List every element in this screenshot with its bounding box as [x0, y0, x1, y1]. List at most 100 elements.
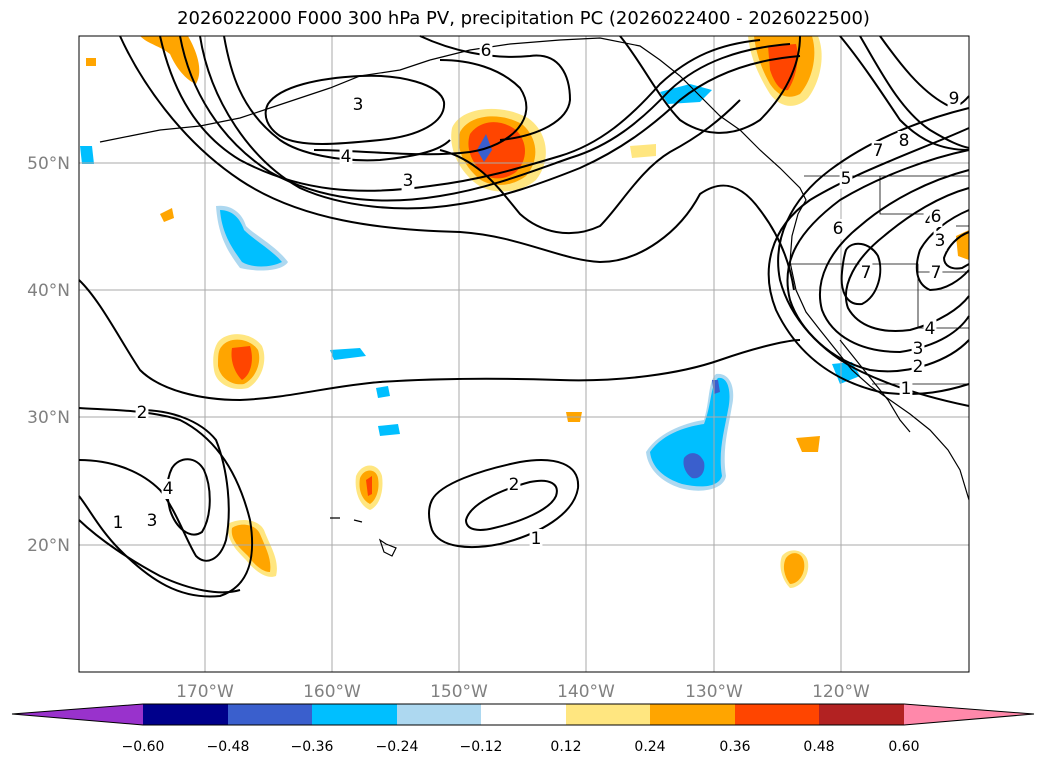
contour-label-bg: [859, 263, 873, 283]
coastline-baja: [839, 339, 911, 433]
colorbar-segment: [143, 704, 228, 725]
contour-label-bg: [929, 263, 943, 283]
colorbar-tick-label: 0.60: [888, 739, 919, 755]
lon-label: 160°W: [303, 682, 361, 702]
pv-contour: [619, 35, 801, 134]
colorbar-segment: [819, 704, 904, 725]
pv-contour: [840, 242, 882, 306]
contour-label-bg: [929, 207, 943, 227]
colorbar-tick-label: 0.48: [803, 739, 834, 755]
precip-negative-patch: [376, 386, 390, 398]
pv-contour: [313, 59, 528, 156]
pv-contour: [119, 35, 795, 291]
contour-label: 1: [901, 379, 912, 399]
colorbar-tick-label: −0.12: [460, 739, 503, 755]
precip-positive-patch: [366, 476, 372, 496]
contour-label: 4: [925, 319, 936, 339]
lat-label: 40°N: [27, 281, 70, 301]
contour-label-bg: [529, 529, 543, 549]
pv-contour: [199, 35, 801, 210]
contour-label-bg: [401, 171, 415, 191]
pv-contour: [942, 231, 970, 270]
lat-label: 50°N: [27, 154, 70, 174]
pv-contour: [78, 409, 230, 562]
colorbar-outline: [11, 703, 1035, 726]
contour-label: 3: [403, 171, 414, 191]
precip-negative-patch: [330, 348, 366, 360]
colorbar-tick-label: −0.36: [291, 739, 334, 755]
colorbar-tick-label: −0.48: [207, 739, 250, 755]
coastline-aleutians: [99, 59, 431, 143]
contour-label-bg: [933, 231, 947, 251]
contour-label-bg: [135, 403, 149, 423]
colorbar-tick-label: −0.24: [376, 739, 419, 755]
precip-negative-patch: [660, 84, 712, 104]
border-states: [790, 263, 969, 329]
contour-label-bg: [339, 147, 353, 167]
colorbar-tick-label: 0.24: [634, 739, 665, 755]
precip-negative-patch: [650, 377, 730, 487]
contour-label: 3: [353, 95, 364, 115]
pv-contour: [78, 279, 801, 402]
lon-label: 120°W: [812, 682, 870, 702]
contour-label: 8: [899, 131, 910, 151]
precip-positive-patch: [231, 346, 252, 380]
contour-label: 3: [147, 511, 158, 531]
colorbar-segment: [566, 704, 650, 725]
lat-labels: 50°N 40°N 30°N 20°N: [27, 154, 70, 556]
contour-label: 2: [137, 403, 148, 423]
pv-contour: [439, 99, 741, 235]
contour-label-bg: [871, 141, 885, 161]
lon-label: 140°W: [557, 682, 615, 702]
contour-label: 7: [873, 141, 884, 161]
lon-label: 150°W: [430, 682, 488, 702]
contour-label: 6: [833, 219, 844, 239]
contour-label: 6: [931, 207, 942, 227]
contour-label-bg: [947, 89, 961, 109]
colorbar: −0.60 −0.48 −0.36 −0.24 −0.12 0.12 0.24 …: [11, 703, 1035, 755]
precip-negative-patch: [378, 424, 400, 436]
contour-label: 2: [509, 475, 520, 495]
pv-contour: [839, 35, 970, 151]
contour-label-bg: [111, 513, 125, 533]
coastline-hawaii: [330, 517, 397, 557]
precip-positive-patch: [160, 208, 174, 222]
contour-label: 7: [931, 263, 942, 283]
contour-labels: 6 3 4 3 2 4 3 1 2 1 9 8 7 6 5 4 3 7 7 6 …: [111, 41, 961, 549]
border-states: [879, 176, 969, 273]
contour-label-bg: [897, 131, 911, 151]
contour-label-bg: [831, 219, 845, 239]
colorbar-tick-label: −0.60: [122, 739, 165, 755]
lon-label: 170°W: [176, 682, 234, 702]
pv-contour: [915, 209, 970, 292]
pv-contours: [78, 35, 970, 598]
lon-label: 130°W: [685, 682, 743, 702]
precip-positive-patch: [630, 144, 656, 158]
pv-contour: [879, 35, 970, 108]
contour-label-bg: [911, 357, 925, 377]
contour-label: 1: [113, 513, 124, 533]
pv-contour: [859, 35, 970, 149]
contour-label: 5: [841, 169, 852, 189]
map-frame: [78, 35, 970, 673]
contour-label: 4: [163, 479, 174, 499]
contour-label: 6: [481, 41, 492, 61]
precip-positive-patch: [86, 58, 96, 66]
contour-label: 9: [949, 89, 960, 109]
precip-positive-patch: [796, 436, 820, 452]
contour-label-bg: [839, 169, 853, 189]
contour-label: 2: [913, 357, 924, 377]
contour-label-bg: [161, 479, 175, 499]
lon-labels: 170°W 160°W 150°W 140°W 130°W 120°W: [176, 682, 870, 702]
pv-contour: [419, 35, 572, 141]
contour-label-bg: [145, 511, 159, 531]
pv-contour: [767, 127, 970, 396]
gridlines: [79, 36, 969, 672]
precip-positive-patch: [783, 553, 805, 584]
contour-label-bg: [923, 319, 937, 339]
contour-label: 3: [913, 339, 924, 359]
precip-negative-patch: [80, 146, 94, 164]
pv-contour: [78, 519, 241, 594]
contour-label: 4: [341, 147, 352, 167]
